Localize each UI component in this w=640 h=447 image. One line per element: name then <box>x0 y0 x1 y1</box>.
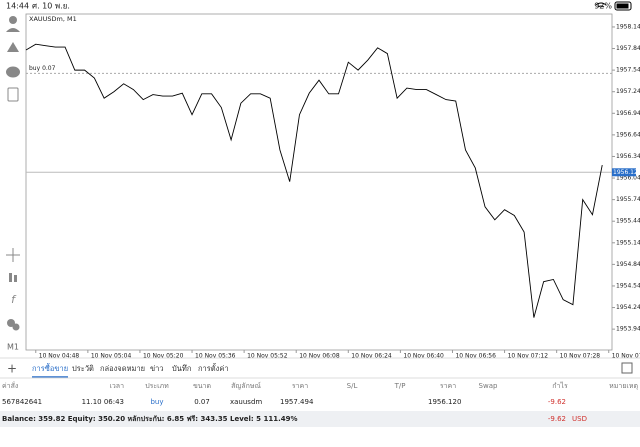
y-tick-label: 1954.540 <box>616 282 640 289</box>
cell-profit: -9.62 <box>548 398 566 406</box>
tab[interactable]: บันทึก <box>172 364 191 373</box>
cell-current-price: 1956.120 <box>428 398 461 406</box>
date: ศ. 10 พ.ย. <box>32 2 70 11</box>
tab[interactable]: ข่าว <box>150 364 164 373</box>
indicators-icon[interactable]: f <box>11 293 17 306</box>
chart-title: XAUUSDm, M1 <box>29 15 77 23</box>
tab[interactable]: การตั้งค่า <box>198 363 229 373</box>
objects-icon[interactable] <box>7 319 15 327</box>
tab-bar: การซื้อขาย ประวัติ กล่องจดหมาย ข่าว บันทึก กา… <box>32 363 229 378</box>
cell-symbol: xauusdm <box>230 398 262 406</box>
timeframe-button[interactable]: M1 <box>7 343 19 352</box>
y-tick-label: 1956.040 <box>616 175 640 182</box>
column-header: เวลา <box>109 382 124 390</box>
tab[interactable]: กล่องจดหมาย <box>100 364 145 373</box>
y-tick-label: 1955.140 <box>616 239 640 246</box>
footer-background <box>0 411 640 427</box>
column-header: ประเภท <box>145 382 169 390</box>
new-order-icon[interactable] <box>7 87 19 102</box>
x-tick-label: 10 Nov 06:40 <box>403 353 444 360</box>
y-tick-label: 1956.340 <box>616 153 640 160</box>
add-button[interactable]: + <box>7 362 17 376</box>
column-header: ราคา <box>292 382 308 390</box>
price-tag-label: 1956.120 <box>613 169 640 176</box>
y-tick-label: 1958.140 <box>616 23 640 30</box>
account-summary: Balance: 359.82 Equity: 350.20 หลักประกั… <box>2 415 297 423</box>
y-tick-label: 1953.940 <box>616 326 640 333</box>
column-header: สัญลักษณ์ <box>231 382 261 390</box>
price-line-series <box>25 43 603 318</box>
price-tag <box>612 168 636 177</box>
account-icon[interactable] <box>9 16 17 24</box>
footer-currency: USD <box>572 415 587 423</box>
x-tick-label: 10 Nov 04:48 <box>39 353 80 360</box>
x-tick-label: 10 Nov 07:12 <box>508 353 549 360</box>
y-tick-label: 1957.840 <box>616 45 640 52</box>
chat-icon[interactable] <box>6 66 20 78</box>
x-tick-label: 10 Nov 05:04 <box>91 353 132 360</box>
column-header: หมายเหตุ <box>609 382 638 390</box>
column-header: Swap <box>479 382 498 390</box>
wifi-icon <box>595 2 607 8</box>
tab[interactable]: ประวัติ <box>72 364 94 373</box>
column-header: ราคา <box>440 382 456 390</box>
column-header: ค่าสั่ง <box>2 381 18 390</box>
x-tick-label: 10 Nov 07:44 <box>612 353 640 360</box>
trade-icon[interactable] <box>7 42 19 52</box>
y-tick-label: 1955.740 <box>616 196 640 203</box>
cell-type: buy <box>150 398 163 406</box>
y-tick-label: 1954.840 <box>616 261 640 268</box>
positions-table: ค่าสั่ง เวลา ประเภท ขนาด สัญลักษณ์ ราคา S/L T/P… <box>2 381 638 406</box>
cell-order: 567842641 <box>2 398 42 406</box>
layout-icon[interactable] <box>621 362 633 374</box>
column-header: ขนาด <box>193 382 211 390</box>
y-tick-label: 1954.240 <box>616 304 640 311</box>
x-tick-label: 10 Nov 06:24 <box>351 353 392 360</box>
candles-icon[interactable] <box>9 273 12 282</box>
x-tick-label: 10 Nov 06:08 <box>299 353 340 360</box>
order-label: buy 0.07 <box>29 65 56 72</box>
crosshair-icon[interactable] <box>6 248 20 262</box>
x-tick-label: 10 Nov 06:56 <box>455 353 496 360</box>
y-tick-label: 1956.940 <box>616 110 640 117</box>
y-tick-label: 1957.540 <box>616 67 640 74</box>
cell-volume: 0.07 <box>194 398 210 406</box>
battery-fill <box>616 3 629 9</box>
y-tick-label: 1955.440 <box>616 218 640 225</box>
cell-time: 11.10 06:43 <box>82 398 124 406</box>
x-tick-label: 10 Nov 05:20 <box>143 353 184 360</box>
y-tick-label: 1956.640 <box>616 131 640 138</box>
battery-icon <box>614 1 632 11</box>
clock: 14:44 <box>6 2 29 11</box>
chart: 1958.140 1957.840 1957.540 1957.240 1956.940… <box>25 23 640 360</box>
x-tick-label: 10 Nov 05:52 <box>247 353 288 360</box>
objects-icon-2 <box>12 323 20 331</box>
column-header: S/L <box>347 382 358 390</box>
column-header: T/P <box>394 382 406 390</box>
cell-open-price: 1957.494 <box>280 398 314 406</box>
account-icon-body <box>6 28 20 32</box>
y-tick-label: 1957.240 <box>616 88 640 95</box>
toolbar: f <box>6 16 20 331</box>
tab[interactable]: การซื้อขาย <box>32 363 68 373</box>
footer-profit: -9.62 <box>548 415 566 423</box>
chart-frame <box>25 13 613 351</box>
column-header: กำไร <box>552 381 568 390</box>
x-tick-label: 10 Nov 07:28 <box>560 353 601 360</box>
candles-icon-2 <box>14 275 17 282</box>
x-tick-label: 10 Nov 05:36 <box>195 353 236 360</box>
battery-level: 92% <box>594 2 612 11</box>
